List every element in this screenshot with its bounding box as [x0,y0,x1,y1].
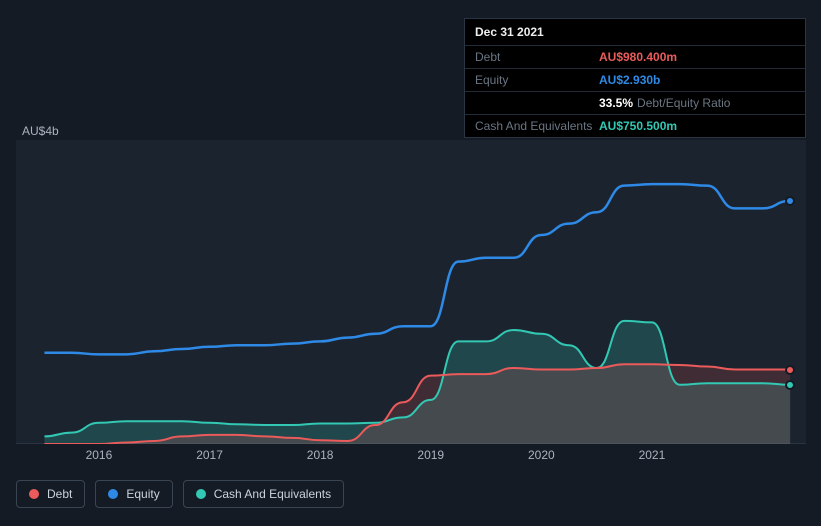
tooltip-row-label [475,96,599,110]
tooltip-row: EquityAU$2.930b [465,68,805,91]
x-axis-tick: 2018 [307,448,334,462]
x-axis-tick: 2016 [86,448,113,462]
legend-swatch [196,489,206,499]
tooltip-row-value: AU$750.500m [599,119,677,133]
tooltip-row-value: AU$980.400m [599,50,677,64]
x-axis-tick: 2019 [417,448,444,462]
series-end-dot [785,365,795,375]
chart-plot-area[interactable] [16,140,806,444]
x-axis: 2016 2017 2018 2019 2020 2021 [16,448,806,468]
tooltip-row: 33.5%Debt/Equity Ratio [465,91,805,114]
y-axis-top-label: AU$4b [22,124,59,138]
series-end-dot [785,380,795,390]
legend-item[interactable]: Debt [16,480,85,508]
tooltip-row-label: Debt [475,50,599,64]
chart-series-line [44,184,790,354]
legend-label: Debt [47,487,72,501]
legend-item[interactable]: Equity [95,480,172,508]
tooltip-row: DebtAU$980.400m [465,45,805,68]
legend-swatch [108,489,118,499]
tooltip-date: Dec 31 2021 [465,19,805,45]
legend-label: Cash And Equivalents [214,487,331,501]
tooltip-row-sublabel: Debt/Equity Ratio [637,96,730,110]
legend-item[interactable]: Cash And Equivalents [183,480,344,508]
x-axis-tick: 2017 [196,448,223,462]
chart-tooltip: Dec 31 2021 DebtAU$980.400mEquityAU$2.93… [464,18,806,138]
x-axis-tick: 2021 [639,448,666,462]
chart-legend: Debt Equity Cash And Equivalents [16,480,344,508]
tooltip-row: Cash And EquivalentsAU$750.500m [465,114,805,137]
series-end-dot [785,196,795,206]
tooltip-row-label: Cash And Equivalents [475,119,599,133]
tooltip-row-value: 33.5%Debt/Equity Ratio [599,96,730,110]
tooltip-row-value: AU$2.930b [599,73,660,87]
tooltip-row-label: Equity [475,73,599,87]
legend-swatch [29,489,39,499]
legend-label: Equity [126,487,159,501]
x-axis-tick: 2020 [528,448,555,462]
